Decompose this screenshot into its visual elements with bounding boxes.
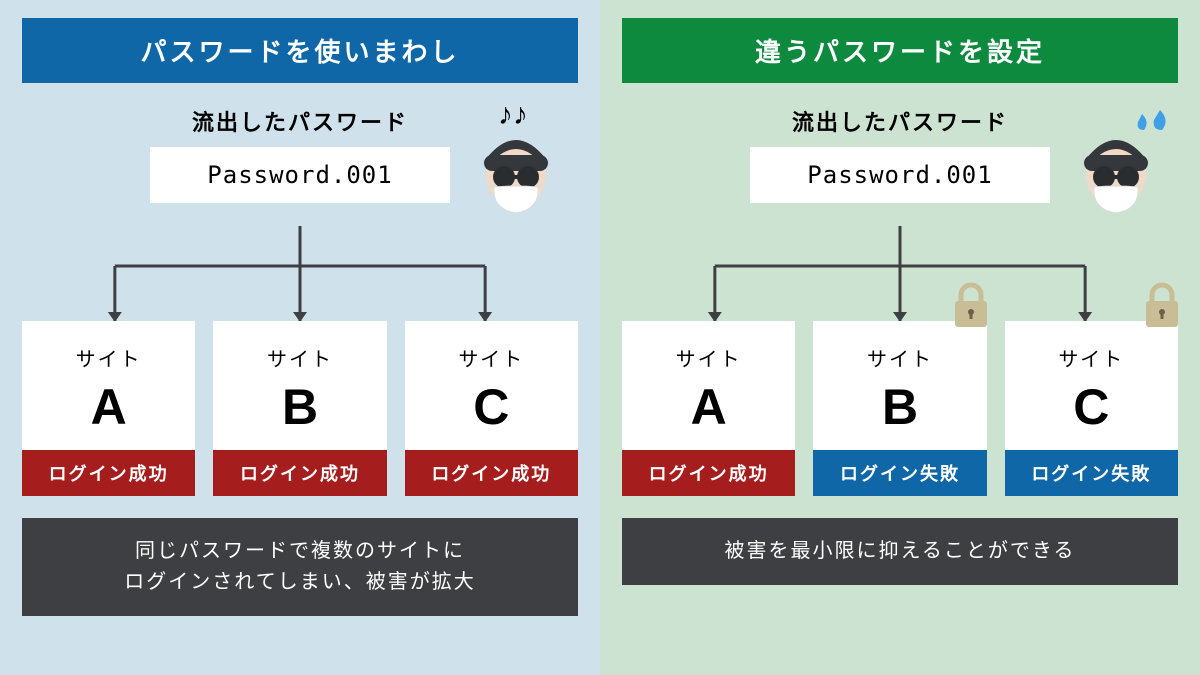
- site-A: サイト A ログイン成功: [622, 321, 795, 496]
- site-C: サイト C ログイン成功: [405, 321, 578, 496]
- panel-reuse: パスワードを使いまわし 流出したパスワード Password.001 ♪♪ サイ…: [0, 0, 600, 675]
- site-row: サイト A ログイン成功 サイト B ログイン失敗 サイト C ログイン失敗: [622, 321, 1178, 496]
- site-A: サイト A ログイン成功: [22, 321, 195, 496]
- panel-title: 違うパスワードを設定: [622, 18, 1178, 83]
- site-letter: C: [1005, 378, 1178, 436]
- site-label: サイト: [22, 343, 195, 372]
- site-B: サイト B ログイン成功: [213, 321, 386, 496]
- login-status: ログイン成功: [213, 450, 386, 496]
- arrow-tree: [0, 226, 600, 336]
- site-label: サイト: [622, 343, 795, 372]
- site-label: サイト: [405, 343, 578, 372]
- hacker-icon: [1074, 125, 1158, 220]
- footer-message: 同じパスワードで複数のサイトにログインされてしまい、被害が拡大: [22, 518, 578, 616]
- login-status: ログイン失敗: [813, 450, 986, 496]
- site-row: サイト A ログイン成功 サイト B ログイン成功 サイト C ログイン成功: [22, 321, 578, 496]
- site-card: サイト A: [22, 321, 195, 450]
- arrow-tree: [600, 226, 1200, 336]
- login-status: ログイン成功: [405, 450, 578, 496]
- site-letter: B: [213, 378, 386, 436]
- site-card: サイト B: [213, 321, 386, 450]
- site-letter: C: [405, 378, 578, 436]
- login-status: ログイン失敗: [1005, 450, 1178, 496]
- site-card: サイト B: [813, 321, 986, 450]
- site-card: サイト C: [405, 321, 578, 450]
- login-status: ログイン成功: [622, 450, 795, 496]
- site-B: サイト B ログイン失敗: [813, 321, 986, 496]
- site-label: サイト: [813, 343, 986, 372]
- site-letter: A: [622, 378, 795, 436]
- site-card: サイト C: [1005, 321, 1178, 450]
- panel-title: パスワードを使いまわし: [22, 18, 578, 83]
- infographic: パスワードを使いまわし 流出したパスワード Password.001 ♪♪ サイ…: [0, 0, 1200, 675]
- panel-unique: 違うパスワードを設定 流出したパスワード Password.001 サイト A …: [600, 0, 1200, 675]
- lock-icon: [949, 279, 993, 336]
- site-card: サイト A: [622, 321, 795, 450]
- site-label: サイト: [1005, 343, 1178, 372]
- hacker-icon: [474, 125, 558, 220]
- site-label: サイト: [213, 343, 386, 372]
- password-box: Password.001: [750, 147, 1050, 203]
- footer-message: 被害を最小限に抑えることができる: [622, 518, 1178, 585]
- lock-icon: [1140, 279, 1184, 336]
- site-C: サイト C ログイン失敗: [1005, 321, 1178, 496]
- site-letter: B: [813, 378, 986, 436]
- login-status: ログイン成功: [22, 450, 195, 496]
- password-box: Password.001: [150, 147, 450, 203]
- site-letter: A: [22, 378, 195, 436]
